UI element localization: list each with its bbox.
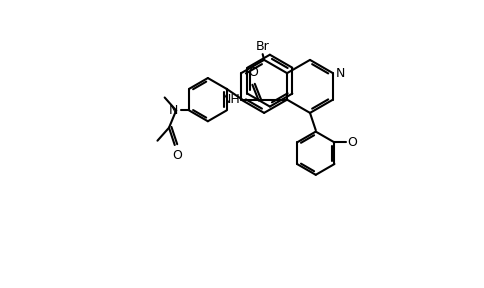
Text: N: N [335,67,345,80]
Text: NH: NH [222,93,241,106]
Text: N: N [168,104,178,117]
Text: O: O [347,136,357,149]
Text: Br: Br [255,40,269,53]
Text: O: O [172,149,182,162]
Text: O: O [248,67,258,79]
